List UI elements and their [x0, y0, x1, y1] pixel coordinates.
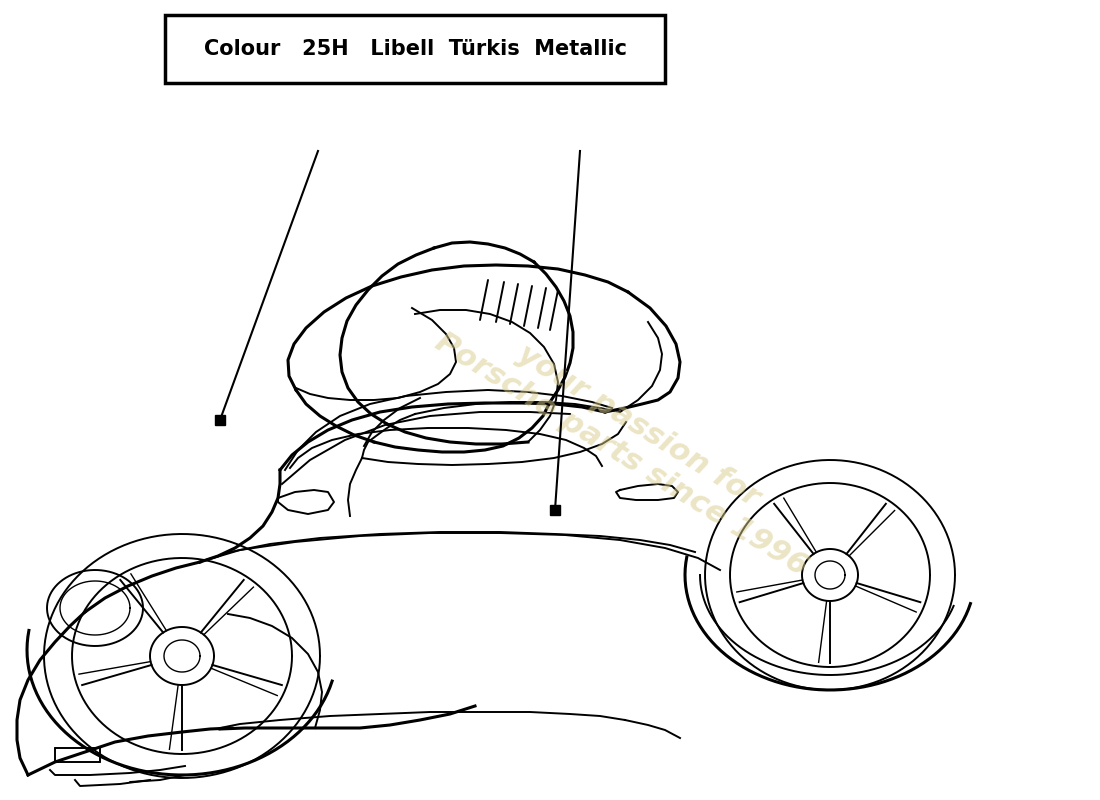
Text: Colour   25H   Libell  Türkis  Metallic: Colour 25H Libell Türkis Metallic — [204, 39, 627, 59]
Text: your passion for
Porsche parts since 1996: your passion for Porsche parts since 199… — [430, 298, 830, 582]
FancyBboxPatch shape — [165, 15, 666, 83]
